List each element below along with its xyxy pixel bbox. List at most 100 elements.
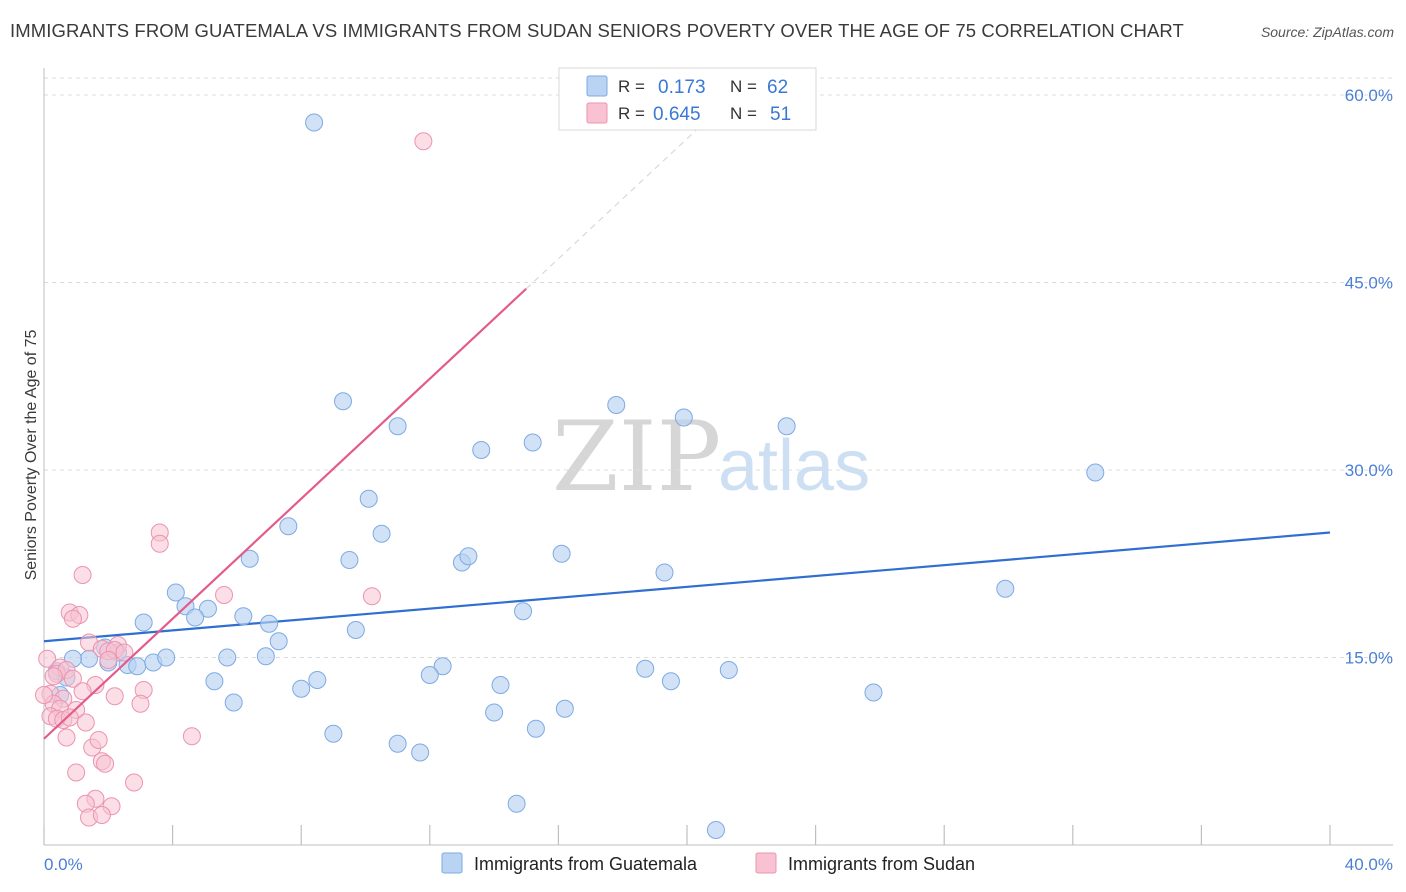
point-guatemala-50 <box>661 672 680 691</box>
point-sudan-20 <box>44 667 63 686</box>
trendline-sudan-extension <box>525 123 704 290</box>
point-guatemala-9 <box>359 489 378 508</box>
point-sudan-36 <box>76 713 95 732</box>
watermark-atlas: atlas <box>718 426 870 506</box>
x-tick-label-min: 0.0% <box>44 855 83 874</box>
point-guatemala-35 <box>128 657 147 676</box>
point-guatemala-15 <box>459 547 478 566</box>
point-sudan-29 <box>131 694 150 713</box>
point-guatemala-3 <box>607 396 626 414</box>
bottom-legend-label-sudan: Immigrants from Sudan <box>788 854 975 874</box>
point-sudan-42 <box>96 754 115 773</box>
point-guatemala-21 <box>198 599 217 618</box>
source-label: Source: ZipAtlas.com <box>1260 24 1394 40</box>
point-guatemala-46 <box>719 661 738 679</box>
y-tick-label-30: 30.0% <box>1345 461 1393 480</box>
point-guatemala-24 <box>234 607 253 626</box>
point-guatemala-12 <box>240 549 259 568</box>
watermark-zip: ZIP <box>552 401 721 513</box>
point-guatemala-17 <box>655 563 674 582</box>
point-guatemala-47 <box>205 672 224 691</box>
legend-n-value-sudan: 51 <box>770 104 791 125</box>
point-guatemala-53 <box>485 703 504 722</box>
point-guatemala-13 <box>340 551 359 569</box>
point-guatemala-60 <box>706 821 725 839</box>
bottom-legend-label-guatemala: Immigrants from Guatemala <box>474 854 698 874</box>
y-tick-label-45: 45.0% <box>1345 274 1393 293</box>
point-guatemala-1 <box>333 392 352 411</box>
point-sudan-28 <box>105 687 124 706</box>
legend-n-label-guatemala: N = <box>730 77 757 96</box>
point-sudan-23 <box>73 682 92 701</box>
point-sudan-14 <box>115 643 134 662</box>
point-sudan-2 <box>150 534 169 553</box>
point-sudan-50 <box>35 686 53 704</box>
point-sudan-0 <box>414 132 433 151</box>
axes <box>43 68 1393 846</box>
point-guatemala-45 <box>636 659 655 678</box>
legend-n-label-sudan: N = <box>730 104 757 123</box>
point-guatemala-59 <box>507 794 526 813</box>
point-guatemala-49 <box>491 676 510 694</box>
point-guatemala-5 <box>777 417 796 436</box>
point-guatemala-38 <box>218 648 237 667</box>
point-guatemala-26 <box>346 621 365 639</box>
point-guatemala-10 <box>279 517 298 536</box>
point-guatemala-56 <box>324 724 343 743</box>
y-tick-label-60: 60.0% <box>1345 86 1393 105</box>
legend-r-value-guatemala: 0.173 <box>658 77 706 98</box>
bottom-legend-swatch-sudan <box>755 852 777 874</box>
point-sudan-4 <box>215 586 234 604</box>
point-guatemala-23 <box>134 613 153 632</box>
point-guatemala-27 <box>514 602 533 621</box>
point-sudan-8 <box>63 609 82 628</box>
point-guatemala-19 <box>166 583 185 602</box>
point-sudan-3 <box>73 566 92 584</box>
point-guatemala-2 <box>388 417 407 436</box>
point-guatemala-52 <box>224 693 243 712</box>
point-sudan-5 <box>362 587 381 606</box>
trend-sudan <box>43 123 704 740</box>
point-guatemala-16 <box>552 544 571 563</box>
point-guatemala-0 <box>305 113 324 132</box>
point-sudan-38 <box>182 727 201 746</box>
trendline-guatemala <box>43 531 1331 643</box>
point-sudan-15 <box>99 651 118 669</box>
trendline-sudan <box>43 287 528 740</box>
legend-swatch-sudan <box>586 102 608 124</box>
y-tick-label-15: 15.0% <box>1345 649 1393 668</box>
point-guatemala-6 <box>472 441 491 459</box>
point-guatemala-44 <box>420 666 439 684</box>
point-sudan-44 <box>125 773 144 792</box>
legend-swatch-guatemala <box>586 75 608 97</box>
point-sudan-40 <box>89 731 108 749</box>
series-legend: Immigrants from Guatemala Immigrants fro… <box>441 852 975 874</box>
point-guatemala-22 <box>186 608 205 627</box>
legend-r-label-guatemala: R = <box>618 77 645 96</box>
point-guatemala-43 <box>308 671 327 689</box>
points-sudan <box>35 132 433 827</box>
point-sudan-37 <box>57 728 76 747</box>
grid-lines <box>44 77 1393 658</box>
bottom-legend-swatch-guatemala <box>441 852 463 874</box>
point-guatemala-39 <box>256 647 275 666</box>
point-sudan-35 <box>60 708 79 727</box>
point-guatemala-57 <box>388 734 407 753</box>
trend-guatemala <box>43 531 1331 643</box>
point-guatemala-7 <box>523 433 542 452</box>
legend-r-value-sudan: 0.645 <box>653 104 701 125</box>
point-sudan-16 <box>38 649 57 668</box>
stats-legend: R = 0.173 N = 62 R = 0.645 N = 51 <box>558 67 817 131</box>
point-guatemala-28 <box>269 632 288 651</box>
point-sudan-49 <box>92 806 111 824</box>
point-guatemala-8 <box>1086 463 1105 482</box>
point-guatemala-4 <box>674 408 693 427</box>
point-guatemala-42 <box>433 657 452 676</box>
point-sudan-43 <box>67 763 86 782</box>
watermark: ZIP atlas <box>552 401 870 513</box>
y-axis-label: Seniors Poverty Over the Age of 75 <box>23 330 40 581</box>
point-guatemala-51 <box>864 683 883 702</box>
point-sudan-21 <box>63 669 82 688</box>
point-guatemala-25 <box>260 614 279 633</box>
x-tick-label-max: 40.0% <box>1345 855 1393 874</box>
